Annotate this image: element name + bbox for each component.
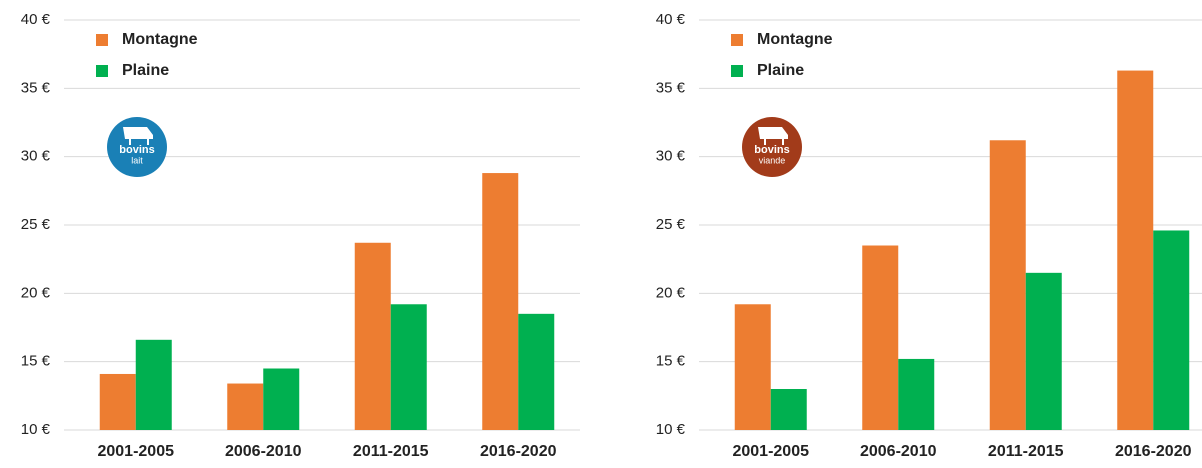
y-tick-label: 10 €	[21, 421, 51, 438]
badge-text: bovins	[754, 144, 789, 156]
bar	[989, 140, 1026, 430]
legend-swatch	[96, 65, 108, 77]
bar	[518, 313, 555, 430]
badge-text: bovins	[119, 144, 154, 156]
legend-label: Plaine	[757, 62, 804, 79]
y-tick-label: 40 €	[656, 11, 686, 28]
bar	[1153, 230, 1190, 430]
bar	[862, 245, 899, 430]
bar	[227, 383, 264, 430]
bar	[482, 173, 519, 431]
legend-swatch	[731, 34, 743, 46]
y-tick-label: 40 €	[21, 11, 51, 28]
x-tick-label: 2011-2015	[988, 443, 1064, 460]
y-tick-label: 20 €	[656, 284, 686, 301]
bar	[135, 339, 172, 430]
y-tick-label: 15 €	[21, 353, 51, 370]
legend-label: Montagne	[757, 31, 833, 48]
bar	[263, 368, 300, 430]
bar	[734, 304, 771, 430]
y-tick-label: 15 €	[656, 353, 686, 370]
x-tick-label: 2006-2010	[225, 443, 302, 460]
y-tick-label: 25 €	[21, 216, 51, 233]
x-tick-label: 2016-2020	[480, 443, 557, 460]
badge	[742, 117, 802, 177]
x-tick-label: 2001-2005	[732, 443, 809, 460]
x-tick-label: 2006-2010	[860, 443, 937, 460]
bar	[390, 304, 427, 430]
badge-text: lait	[131, 155, 143, 165]
bar	[1117, 70, 1154, 431]
legend-swatch	[96, 34, 108, 46]
x-tick-label: 2016-2020	[1115, 443, 1192, 460]
bar	[770, 389, 807, 430]
y-tick-label: 30 €	[656, 148, 686, 165]
y-tick-label: 20 €	[21, 284, 51, 301]
y-tick-label: 35 €	[21, 79, 51, 96]
bar	[898, 358, 935, 430]
cow-icon	[758, 127, 788, 145]
cow-icon	[123, 127, 153, 145]
y-tick-label: 35 €	[656, 79, 686, 96]
bar	[354, 242, 391, 430]
y-tick-label: 25 €	[656, 216, 686, 233]
x-tick-label: 2001-2005	[97, 443, 174, 460]
y-tick-label: 10 €	[656, 421, 686, 438]
y-tick-label: 30 €	[21, 148, 51, 165]
badge	[107, 117, 167, 177]
badge-text: viande	[759, 155, 786, 165]
x-tick-label: 2011-2015	[353, 443, 429, 460]
legend-label: Plaine	[122, 62, 169, 79]
bar	[1025, 272, 1062, 430]
legend-label: Montagne	[122, 31, 198, 48]
bar	[99, 373, 136, 430]
legend-swatch	[731, 65, 743, 77]
